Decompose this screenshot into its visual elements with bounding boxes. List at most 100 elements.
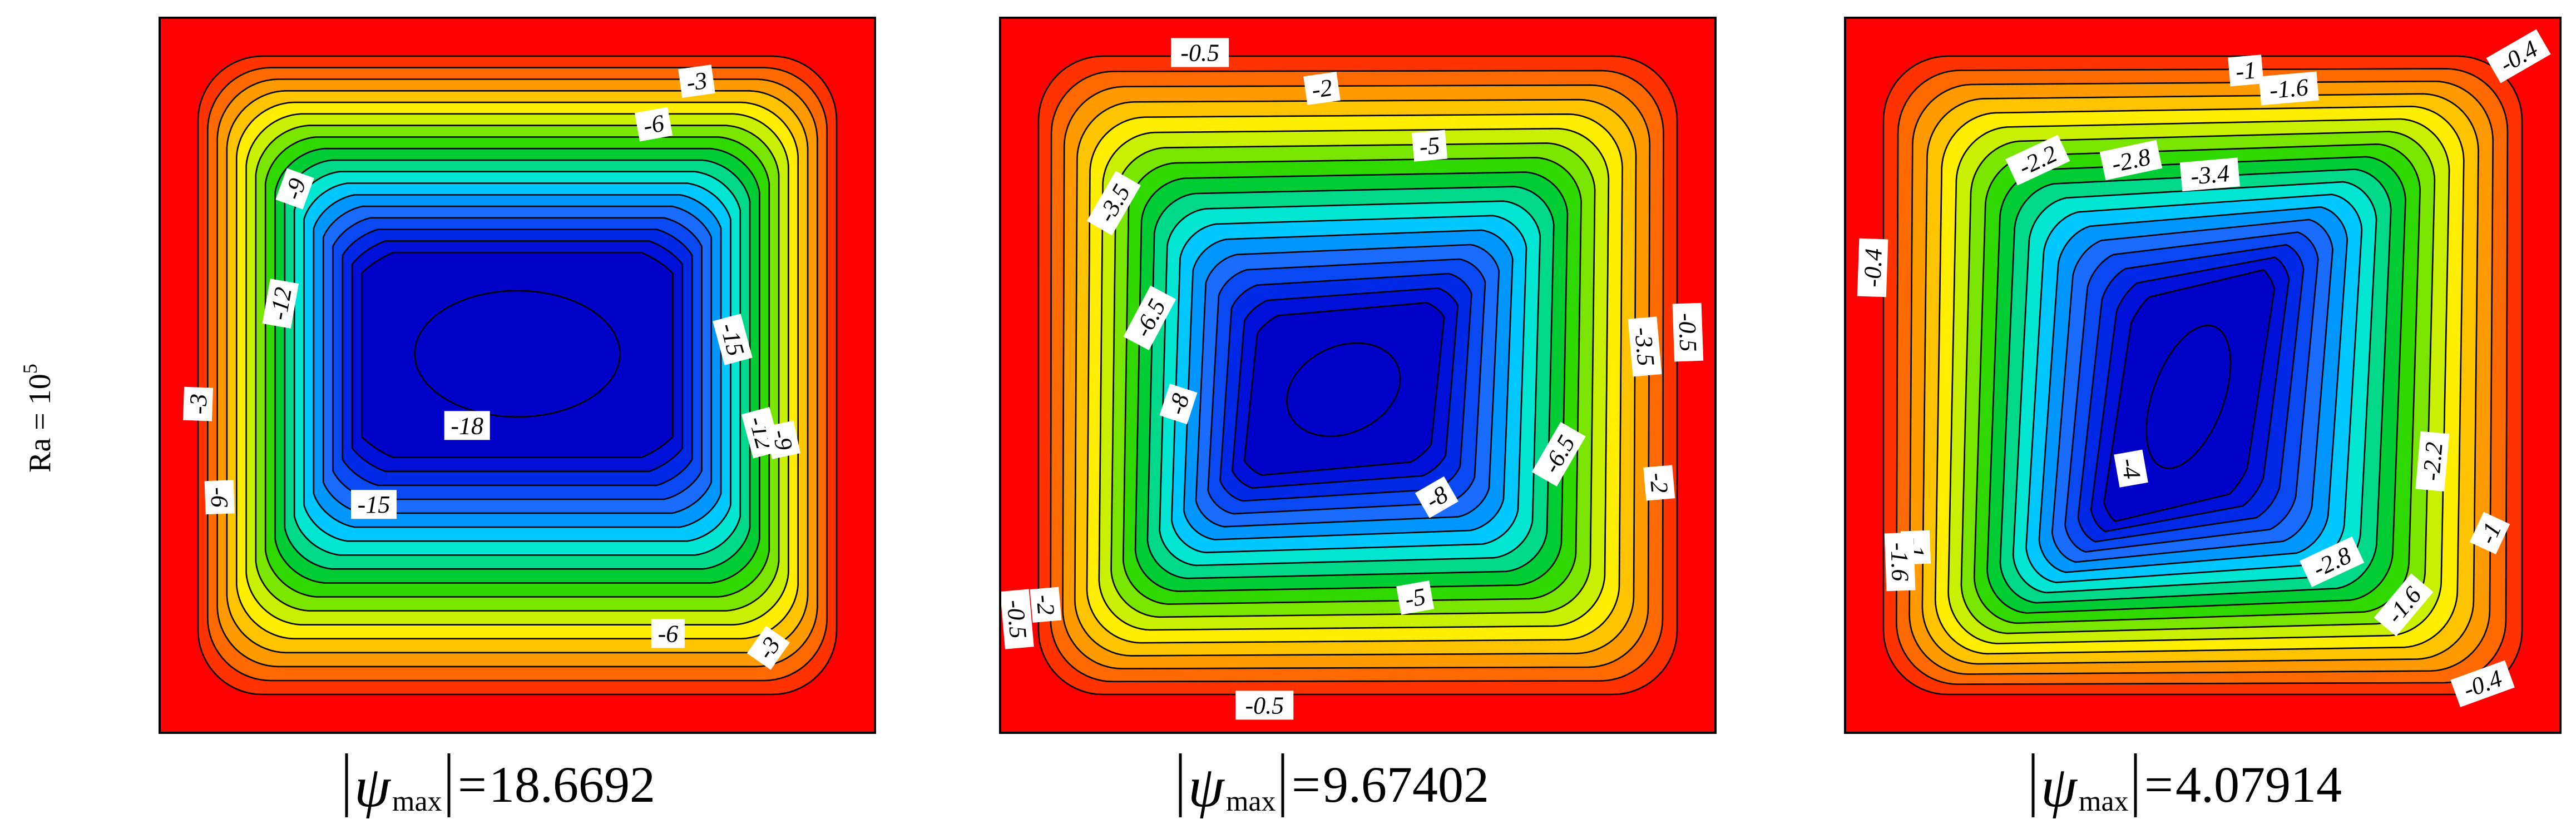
contour-label-box bbox=[2114, 449, 2148, 488]
contour-label-box bbox=[351, 490, 397, 519]
contour-label-box bbox=[1857, 238, 1888, 297]
contour-label-box bbox=[2005, 135, 2070, 186]
contour-label-box bbox=[1531, 421, 1586, 486]
contour-label-box bbox=[2486, 29, 2551, 83]
contour-label-box bbox=[1159, 384, 1198, 425]
contour-label-1: -6 bbox=[635, 107, 673, 142]
contour-label-text: -2 bbox=[1644, 471, 1673, 494]
contour-label-11: -5 bbox=[1396, 580, 1435, 615]
contour-label-box bbox=[204, 480, 235, 515]
contour-label-13: -0.5 bbox=[1000, 589, 1034, 649]
contour-label-box bbox=[1123, 285, 1176, 350]
contour-label-9: -6 bbox=[204, 480, 235, 515]
contour-label-box bbox=[1415, 476, 1458, 518]
contour-label-box bbox=[1628, 316, 1662, 377]
panel-frame bbox=[999, 17, 1717, 734]
psi-subscript: max bbox=[392, 786, 442, 817]
row-label: Ra = 105 bbox=[11, 311, 61, 478]
contour-label-text: -6 bbox=[658, 620, 679, 647]
contour-label-10: -15 bbox=[351, 490, 397, 519]
contour-label-5: -3.4 bbox=[2179, 157, 2240, 192]
contour-label-text: -12 bbox=[265, 285, 297, 322]
psi-subscript: max bbox=[2079, 786, 2129, 817]
contour-label-12: -2 bbox=[1030, 587, 1062, 623]
caption-svg-0: ψ max = 18.6692 bbox=[345, 753, 655, 819]
contour-label-text: -3.4 bbox=[2189, 160, 2231, 190]
contour-label-2: -1.6 bbox=[2258, 71, 2319, 106]
contour-label-text: -0.5 bbox=[1001, 599, 1032, 640]
row-label-text: Ra = 105 bbox=[19, 364, 57, 473]
equals-sign: = bbox=[458, 756, 487, 813]
contour-label-box bbox=[2258, 71, 2319, 106]
contour-label-box bbox=[2300, 536, 2365, 587]
contour-label-text: -3 bbox=[184, 393, 212, 414]
caption-2: ψ max = 4.07914 bbox=[1844, 739, 2562, 828]
contour-label-2: -5 bbox=[1411, 130, 1448, 162]
contour-label-7: -9 bbox=[765, 420, 800, 459]
panel-frame bbox=[159, 17, 876, 734]
contour-label-text: -0.5 bbox=[1673, 312, 1702, 352]
contour-label-text: -2.2 bbox=[2417, 441, 2448, 482]
contour-label-box bbox=[2179, 157, 2240, 192]
caption-1: ψ max = 9.67402 bbox=[999, 739, 1717, 828]
contour-label-text: -3 bbox=[685, 67, 709, 97]
contour-label-text: -3.5 bbox=[1629, 326, 1660, 368]
contour-label-12: -3 bbox=[746, 625, 790, 670]
contour-label-box bbox=[765, 420, 800, 459]
contour-label-text: -0.5 bbox=[1180, 39, 1219, 67]
contour-label-box bbox=[2099, 140, 2163, 181]
contour-label-box bbox=[1000, 589, 1034, 649]
row-label-base: Ra = 10 bbox=[23, 374, 57, 473]
contour-label-box bbox=[1672, 302, 1704, 362]
contour-label-box bbox=[1235, 691, 1294, 720]
contour-label-8: -2.2 bbox=[2415, 431, 2450, 492]
contour-label-10: -2 bbox=[1643, 465, 1675, 501]
contour-plot-1: -0.5-2-5-3.5-6.5-8-3.5 -0.5-6.5-8 -2-5-2-0… bbox=[999, 17, 1717, 734]
contour-label-7: -4 bbox=[2114, 449, 2148, 488]
contour-label-5: -8 bbox=[1159, 384, 1198, 425]
panel-frame bbox=[1844, 17, 2562, 734]
contour-label-11: -6 bbox=[651, 619, 685, 648]
contour-label-box bbox=[1884, 532, 1916, 592]
equals-sign: = bbox=[1292, 756, 1321, 813]
row-label-svg: Ra = 105 bbox=[19, 364, 57, 473]
contour-label-2: -9 bbox=[275, 168, 314, 210]
contour-label-11: -1.6 bbox=[1884, 532, 1916, 592]
contour-label-3: -12 bbox=[262, 279, 299, 329]
contour-label-box bbox=[713, 314, 753, 365]
contour-label-4: -6.5 bbox=[1123, 285, 1176, 350]
contour-label-text: -6 bbox=[205, 486, 233, 508]
contour-level-19 bbox=[414, 290, 621, 418]
contour-label-8: -3 bbox=[182, 386, 214, 421]
contour-label-0: -3 bbox=[678, 64, 715, 98]
contour-label-1: -2 bbox=[1303, 72, 1341, 105]
psi-max-value: 4.07914 bbox=[2175, 756, 2342, 813]
contour-label-box bbox=[1303, 72, 1341, 105]
contour-label-box bbox=[2228, 54, 2264, 87]
contour-label-text: -6 bbox=[641, 110, 666, 140]
contour-label-6: -3.5 bbox=[1628, 316, 1662, 377]
contour-label-text: -5 bbox=[1403, 583, 1428, 613]
psi-subscript: max bbox=[1226, 786, 1276, 817]
contour-label-text: -5 bbox=[1418, 132, 1441, 161]
contour-label-text: -2 bbox=[1031, 593, 1060, 616]
contour-label-box bbox=[2374, 573, 2434, 637]
contour-level-19 bbox=[2145, 324, 2232, 469]
contour-label-text: -0.4 bbox=[1858, 248, 1887, 287]
caption-svg-2: ψ max = 4.07914 bbox=[2031, 753, 2342, 819]
contour-label-5: -18 bbox=[444, 411, 490, 440]
psi-symbol: ψ bbox=[1188, 755, 1225, 819]
contour-label-box bbox=[1396, 580, 1435, 615]
contour-label-text: -1.6 bbox=[2268, 73, 2310, 104]
contour-label-box bbox=[1086, 171, 1141, 236]
contour-label-7: -0.5 bbox=[1672, 302, 1704, 362]
psi-max-value: 18.6692 bbox=[489, 756, 655, 813]
psi-symbol: ψ bbox=[2041, 755, 2078, 819]
contour-label-box bbox=[1411, 130, 1448, 162]
contour-label-box bbox=[635, 107, 673, 142]
contour-label-box bbox=[1030, 587, 1062, 623]
contour-label-text: -15 bbox=[358, 491, 390, 518]
contour-label-box bbox=[678, 64, 715, 98]
contour-label-6: -0.4 bbox=[1857, 238, 1888, 297]
contour-label-box bbox=[275, 168, 314, 210]
